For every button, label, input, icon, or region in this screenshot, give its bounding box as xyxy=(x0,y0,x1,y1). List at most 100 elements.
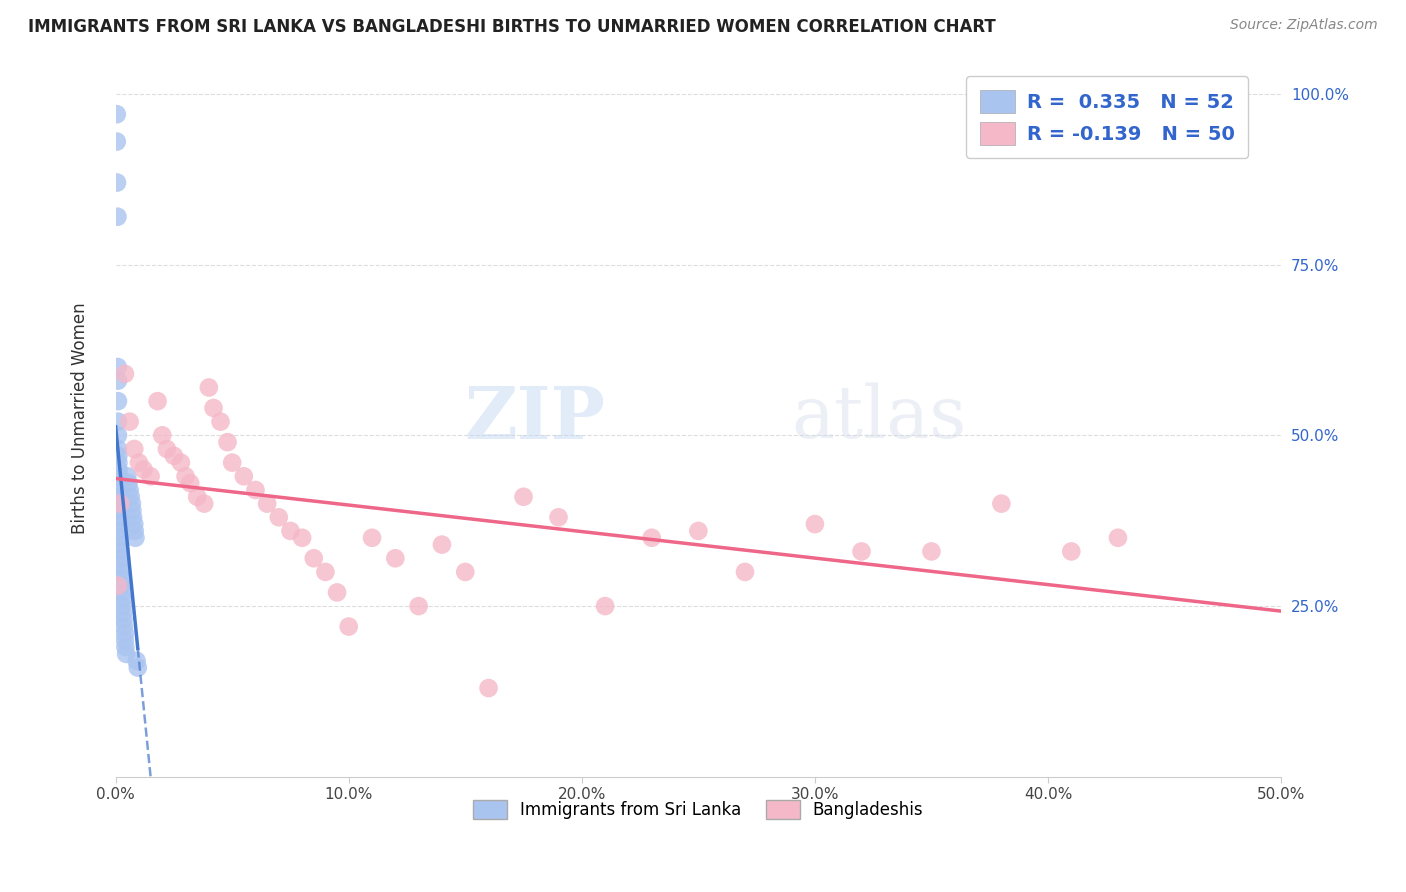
Point xyxy=(111,578,134,592)
Point xyxy=(112,606,135,620)
Point xyxy=(110,524,132,538)
Point xyxy=(193,497,215,511)
Point xyxy=(108,510,131,524)
Point xyxy=(124,442,146,456)
Point xyxy=(110,544,132,558)
Point xyxy=(107,374,129,388)
Point xyxy=(430,538,453,552)
Point xyxy=(111,572,134,586)
Point xyxy=(128,456,150,470)
Point xyxy=(111,585,134,599)
Point xyxy=(110,538,132,552)
Point xyxy=(105,107,128,121)
Point xyxy=(477,681,499,695)
Text: IMMIGRANTS FROM SRI LANKA VS BANGLADESHI BIRTHS TO UNMARRIED WOMEN CORRELATION C: IMMIGRANTS FROM SRI LANKA VS BANGLADESHI… xyxy=(28,18,995,36)
Point xyxy=(108,490,131,504)
Point xyxy=(198,380,221,394)
Point xyxy=(1060,544,1083,558)
Point xyxy=(108,503,131,517)
Point xyxy=(105,176,128,190)
Point xyxy=(112,619,135,633)
Point xyxy=(314,565,336,579)
Point xyxy=(920,544,942,558)
Point xyxy=(170,456,193,470)
Point xyxy=(108,476,131,491)
Point xyxy=(125,654,148,668)
Point xyxy=(990,497,1012,511)
Point xyxy=(179,476,201,491)
Point xyxy=(221,456,243,470)
Point xyxy=(108,497,131,511)
Point xyxy=(132,462,155,476)
Point xyxy=(107,428,129,442)
Point xyxy=(110,558,132,573)
Point xyxy=(256,497,278,511)
Point xyxy=(110,551,132,566)
Point xyxy=(454,565,477,579)
Text: atlas: atlas xyxy=(792,383,967,453)
Point xyxy=(127,660,149,674)
Point xyxy=(202,401,225,415)
Point xyxy=(117,469,139,483)
Point xyxy=(280,524,302,538)
Point xyxy=(851,544,873,558)
Point xyxy=(118,415,141,429)
Point xyxy=(107,578,129,592)
Point xyxy=(111,592,134,607)
Point xyxy=(146,394,169,409)
Point xyxy=(245,483,267,497)
Legend: Immigrants from Sri Lanka, Bangladeshis: Immigrants from Sri Lanka, Bangladeshis xyxy=(467,793,931,826)
Point xyxy=(107,456,129,470)
Point xyxy=(124,531,146,545)
Point xyxy=(291,531,314,545)
Point xyxy=(121,503,143,517)
Point xyxy=(114,626,136,640)
Point xyxy=(804,517,827,532)
Point xyxy=(122,510,145,524)
Point xyxy=(107,359,129,374)
Point xyxy=(209,415,232,429)
Point xyxy=(118,483,141,497)
Point xyxy=(384,551,406,566)
Point xyxy=(734,565,756,579)
Point xyxy=(174,469,197,483)
Point xyxy=(111,599,134,613)
Point xyxy=(110,497,132,511)
Point xyxy=(408,599,430,613)
Text: Source: ZipAtlas.com: Source: ZipAtlas.com xyxy=(1230,18,1378,32)
Point xyxy=(1107,531,1129,545)
Point xyxy=(107,415,129,429)
Point xyxy=(115,647,138,661)
Point xyxy=(114,367,136,381)
Point xyxy=(121,497,143,511)
Point xyxy=(114,633,136,648)
Point xyxy=(107,210,129,224)
Point xyxy=(163,449,186,463)
Point xyxy=(547,510,569,524)
Y-axis label: Births to Unmarried Women: Births to Unmarried Women xyxy=(72,302,89,534)
Point xyxy=(326,585,349,599)
Point xyxy=(593,599,616,613)
Point xyxy=(361,531,384,545)
Point xyxy=(641,531,664,545)
Point xyxy=(120,490,142,504)
Point xyxy=(107,442,129,456)
Point xyxy=(107,462,129,476)
Point xyxy=(114,640,136,654)
Point xyxy=(107,449,129,463)
Point xyxy=(110,565,132,579)
Point xyxy=(156,442,179,456)
Text: ZIP: ZIP xyxy=(464,383,605,454)
Point xyxy=(108,483,131,497)
Point xyxy=(105,135,128,149)
Point xyxy=(150,428,173,442)
Point xyxy=(512,490,534,504)
Point xyxy=(117,476,139,491)
Point xyxy=(302,551,325,566)
Point xyxy=(107,394,129,409)
Point xyxy=(108,469,131,483)
Point xyxy=(267,510,290,524)
Point xyxy=(112,613,135,627)
Point xyxy=(124,517,146,532)
Point xyxy=(688,524,710,538)
